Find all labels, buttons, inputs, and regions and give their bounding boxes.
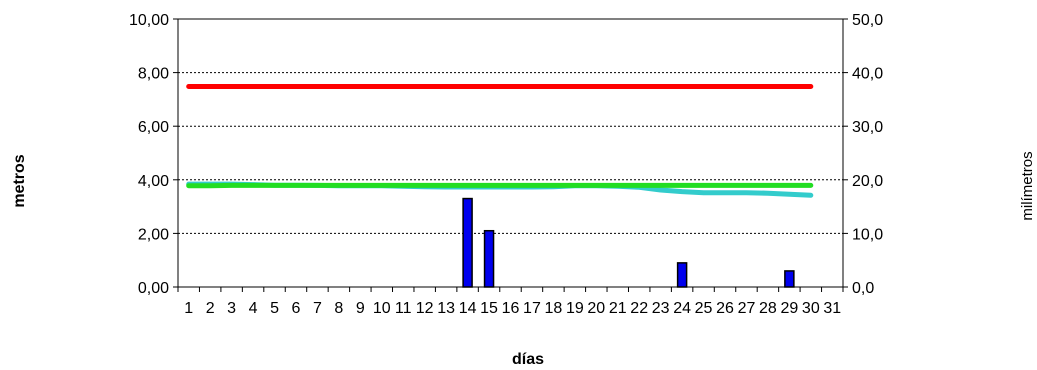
x-tick-label: 7 (313, 300, 322, 317)
x-tick-label: 15 (480, 300, 498, 317)
x-tick-label: 5 (270, 300, 279, 317)
y-left-tick-label: 2,00 (138, 226, 169, 243)
x-tick-label: 9 (356, 300, 365, 317)
y-right-tick-label: 10,0 (852, 226, 883, 243)
x-tick-label: 24 (673, 300, 691, 317)
y-left-tick-label: 8,00 (138, 66, 169, 83)
x-axis-title: días (512, 351, 544, 368)
x-tick-label: 11 (395, 300, 412, 317)
x-tick-label: 1 (184, 300, 193, 317)
x-tick-label: 18 (545, 300, 563, 317)
x-tick-label: 6 (292, 300, 301, 317)
y-right-tick-label: 40,0 (852, 66, 883, 83)
x-tick-label: 28 (759, 300, 777, 317)
bar (462, 197, 473, 288)
x-tick-label: 17 (523, 300, 541, 317)
x-axis-ticks: 1 2 3 4 5 6 7 8 9 10 11 12 13 14 15 16 17 18 19 20 21 22 23 24 2… (184, 300, 841, 317)
y-right-tick-label: 50,0 (852, 12, 883, 29)
x-tick-label: 12 (416, 300, 434, 317)
x-tick-label: 26 (716, 300, 734, 317)
x-tick-label: 27 (738, 300, 756, 317)
left-axis-ticks: 0,00 2,00 4,00 6,00 8,00 10,00 (129, 12, 169, 297)
y-right-tick-label: 0,0 (852, 280, 874, 297)
x-tick-label: 20 (587, 300, 605, 317)
y-right-tick-label: 30,0 (852, 119, 883, 136)
x-tick-label: 30 (802, 300, 820, 317)
x-tick-label: 23 (652, 300, 670, 317)
y-axis-right-title: milímetros (1019, 151, 1036, 220)
y-left-tick-label: 4,00 (138, 173, 169, 190)
plot-frame (173, 18, 848, 292)
y-left-tick-label: 0,00 (138, 280, 169, 297)
plot-border (177, 18, 844, 288)
x-tick-label: 31 (823, 300, 841, 317)
y-axis-left-title: metros (11, 154, 28, 207)
x-tick-label: 14 (459, 300, 477, 317)
bar-series (462, 197, 795, 288)
x-tick-label: 3 (227, 300, 236, 317)
x-tick-label: 22 (630, 300, 648, 317)
x-tick-label: 4 (249, 300, 258, 317)
y-right-tick-label: 20,0 (852, 173, 883, 190)
line-series (186, 84, 814, 198)
bar (784, 270, 795, 288)
x-tick-label: 10 (373, 300, 391, 317)
x-tick-label: 16 (502, 300, 520, 317)
x-tick-label: 21 (609, 300, 627, 317)
x-tick-label: 25 (695, 300, 713, 317)
y-left-tick-label: 6,00 (138, 119, 169, 136)
x-tick-label: 13 (437, 300, 455, 317)
x-tick-label: 29 (780, 300, 798, 317)
bar (676, 262, 688, 288)
y-left-tick-label: 10,00 (129, 12, 169, 29)
x-tick-label: 8 (334, 300, 343, 317)
right-axis-ticks: 0,0 10,0 20,0 30,0 40,0 50,0 (852, 12, 883, 297)
gridlines (178, 72, 843, 234)
x-tick-label: 19 (566, 300, 584, 317)
bar (483, 229, 495, 288)
x-tick-label: 2 (206, 300, 215, 317)
